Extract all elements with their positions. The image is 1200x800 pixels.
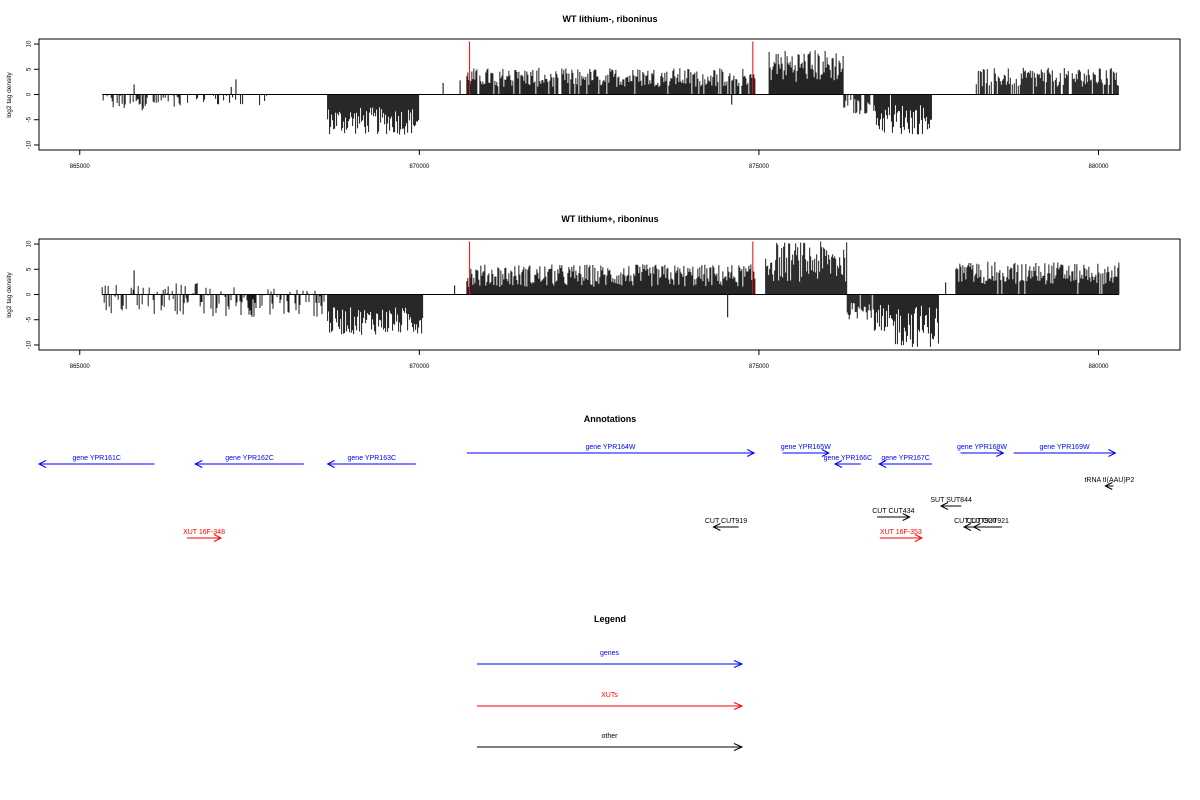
annotation-feature: XUT 16F-348: [183, 529, 225, 542]
annotation-label: gene YPR162C: [225, 455, 274, 462]
panel-1-bars: [102, 41, 1119, 135]
annotation-label: CUT CUT434: [872, 508, 914, 515]
annotation-label: XUT 16F-348: [183, 529, 225, 536]
legend-item: genes: [477, 650, 744, 668]
x-tick-label: 880000: [1088, 164, 1109, 170]
annotation-label: tRNA tI(AAU)P2: [1084, 477, 1134, 484]
panel-2-axes: 10 5 0 -5 -10 865000 870000 875000 880000: [27, 240, 1110, 370]
annotation-feature: gene YPR162C: [194, 455, 304, 468]
annotation-arrow-head: [833, 460, 843, 468]
annotation-label: gene YPR163C: [348, 455, 397, 462]
y-tick-label: -10: [27, 340, 33, 349]
legend-item: other: [477, 733, 744, 751]
x-tick-label: 870000: [409, 364, 430, 370]
annotation-arrow-head: [326, 460, 335, 468]
x-tick-label: 870000: [409, 164, 430, 170]
annotation-arrow-head: [939, 502, 949, 510]
x-tick-label: 875000: [749, 364, 770, 370]
annotation-arrow-head: [914, 534, 924, 542]
annotation-label: gene YPR161C: [72, 455, 121, 462]
annotation-arrow-head: [972, 523, 981, 531]
annotation-label: SUT SUT844: [930, 497, 972, 504]
annotation-feature: tRNA tI(AAU)P2: [1084, 477, 1134, 490]
annotation-label: gene YPR165W: [781, 444, 831, 451]
annotation-label: CUT CUT920: [954, 518, 996, 525]
annotation-arrow-head: [37, 460, 47, 468]
legend-panel: Legend genes XUTs other: [477, 614, 744, 751]
annotation-arrow-head: [213, 534, 223, 542]
panel-2-bars: [101, 241, 1120, 347]
annotation-feature: CUT CUT919: [705, 518, 747, 531]
annotation-arrow-head: [902, 513, 911, 521]
annotation-arrow-head: [712, 523, 721, 531]
annotation-arrow-head: [996, 449, 1005, 457]
legend-arrow-head: [733, 743, 744, 751]
y-tick-label: 0: [27, 92, 33, 96]
annotation-feature: gene YPR166C: [824, 455, 873, 468]
legend-label: other: [602, 733, 619, 740]
y-tick-label: -10: [27, 140, 33, 149]
annotation-arrow-head: [962, 523, 972, 531]
panel-lithium-minus: WT lithium-, riboninus log2 tag density …: [6, 14, 1181, 170]
y-tick-label: 10: [27, 240, 33, 247]
annotation-feature: gene YPR168W: [957, 444, 1007, 457]
x-tick-label: 865000: [70, 364, 91, 370]
panel-1-title: WT lithium-, riboninus: [563, 14, 658, 24]
legend-label: genes: [600, 650, 620, 657]
x-tick-label: 865000: [70, 164, 91, 170]
annotation-feature: SUT SUT844: [930, 497, 972, 510]
annotation-label: gene YPR169W: [1040, 444, 1090, 451]
panel-1-ylabel: log2 tag density: [6, 71, 13, 117]
y-tick-label: -5: [27, 116, 33, 122]
legend-item: XUTs: [477, 692, 744, 710]
annotation-arrow-head: [746, 449, 756, 457]
y-tick-label: 10: [27, 40, 33, 47]
annotation-label: CUT CUT921: [967, 518, 1009, 525]
y-tick-label: -5: [27, 316, 33, 322]
annotation-arrow-head: [821, 449, 830, 457]
legend-arrow-head: [733, 660, 744, 668]
annotation-label: gene YPR164W: [585, 444, 635, 451]
annotation-feature: gene YPR169W: [1013, 444, 1117, 457]
annotation-feature: gene YPR163C: [326, 455, 416, 468]
annotation-label: gene YPR166C: [824, 455, 873, 462]
x-tick-label: 880000: [1088, 364, 1109, 370]
annotation-feature: CUT CUT434: [872, 508, 915, 521]
y-tick-label: 5: [27, 267, 33, 271]
annotation-items: gene YPR161C gene YPR162C gene YPR163C gene…: [37, 444, 1134, 542]
annotation-arrow-head: [194, 460, 203, 468]
annotation-label: gene YPR167C: [881, 455, 930, 462]
panel-1-axes: 10 5 0 -5 -10 865000 870000 875000 880000: [27, 40, 1110, 170]
annotation-feature: XUT 16F-353: [879, 529, 924, 542]
panel-2-ylabel: log2 tag density: [6, 271, 13, 317]
annotation-feature: gene YPR161C: [37, 455, 155, 468]
y-tick-label: 5: [27, 67, 33, 71]
annotation-arrow-head: [878, 460, 887, 468]
annotation-feature: CUT CUT921: [967, 518, 1009, 531]
annotation-arrow-head: [1104, 482, 1113, 490]
legend-arrow-head: [733, 702, 744, 710]
annotation-feature: gene YPR167C: [878, 455, 933, 468]
annotation-arrow-head: [1108, 449, 1117, 457]
annotations-title: Annotations: [584, 414, 637, 424]
annotation-label: CUT CUT919: [705, 518, 747, 525]
annotations-panel: Annotations gene YPR161C gene YPR162C gene…: [37, 414, 1134, 542]
panel-lithium-plus: WT lithium+, riboninus log2 tag density …: [6, 214, 1181, 370]
legend-label: XUTs: [601, 692, 618, 699]
annotation-label: XUT 16F-353: [880, 529, 922, 536]
x-tick-label: 875000: [749, 164, 770, 170]
annotation-feature: gene YPR164W: [466, 444, 756, 457]
panel-2-title: WT lithium+, riboninus: [561, 214, 658, 224]
annotation-label: gene YPR168W: [957, 444, 1007, 451]
legend-items: genes XUTs other: [477, 650, 744, 751]
y-tick-label: 0: [27, 292, 33, 296]
legend-title: Legend: [594, 614, 626, 624]
annotation-feature: gene YPR165W: [781, 444, 831, 457]
